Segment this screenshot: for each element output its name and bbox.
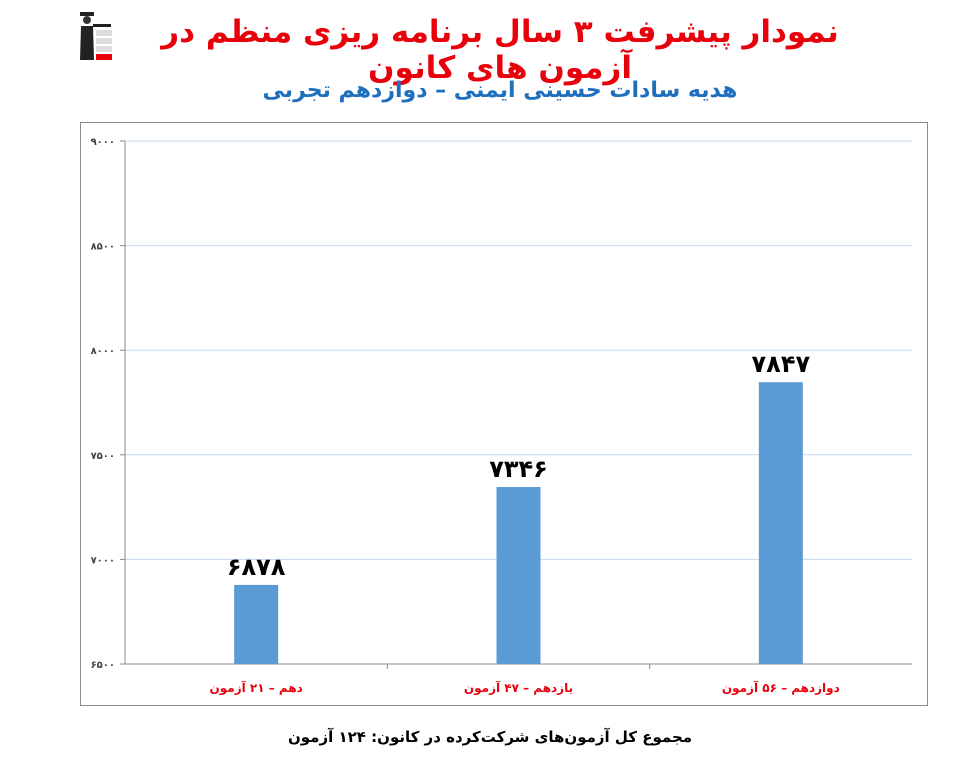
chart-frame (80, 122, 928, 706)
bar (758, 382, 803, 664)
y-tick-label: ۹۰۰۰ (91, 137, 115, 148)
y-tick-label: ۸۰۰۰ (91, 346, 115, 357)
kanoon-logo (78, 10, 116, 66)
data-label: ۷۸۴۷ (752, 350, 811, 378)
y-tick-label: ۷۰۰۰ (91, 555, 115, 566)
footer-total: مجموع کل آزمون‌های شرکت‌کرده در کانون: ۱… (287, 728, 693, 746)
category-label: دوازدهم – ۵۶ آزمون (722, 680, 840, 696)
bar (234, 584, 279, 664)
chart-subtitle: هدیه سادات حسینی ایمنی – دوازدهم تجربی (262, 78, 738, 103)
chart-title: نمودار پیشرفت ۳ سال برنامه ریزی منظم در … (161, 14, 839, 86)
data-label: ۶۸۷۸ (227, 553, 286, 581)
y-tick-label: ۷۵۰۰ (91, 451, 115, 462)
category-label: یازدهم – ۴۷ آزمون (464, 680, 573, 696)
data-label: ۷۳۴۶ (489, 455, 548, 483)
y-tick-label: ۶۵۰۰ (91, 660, 115, 671)
bar (496, 487, 541, 664)
category-label: دهم – ۲۱ آزمون (210, 680, 303, 696)
y-tick-label: ۸۵۰۰ (91, 242, 115, 253)
